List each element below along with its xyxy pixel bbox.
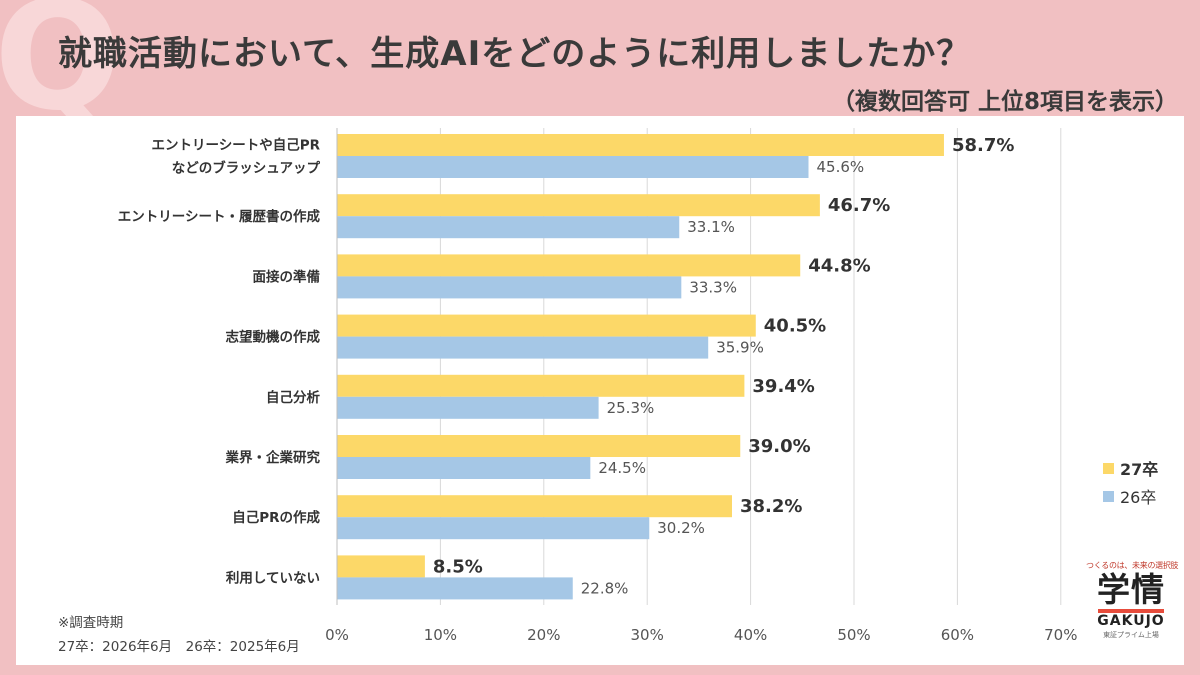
- bar-27: [337, 435, 741, 457]
- bar-27: [337, 254, 801, 277]
- bar-26: [337, 517, 650, 540]
- bar-27: [337, 555, 425, 578]
- bar-26: [337, 457, 591, 479]
- legend: 27卒 26卒: [1103, 454, 1158, 510]
- data-label-26: 22.8%: [581, 579, 629, 597]
- legend-item-27: 27卒: [1103, 454, 1158, 482]
- data-label-27: 8.5%: [433, 556, 483, 577]
- chart-subtitle: （複数回答可 上位8項目を表示）: [831, 89, 1178, 115]
- category-label: などのブラッシュアップ: [172, 160, 321, 177]
- category-label: 自己PRの作成: [232, 509, 320, 526]
- footnote-line-1: ※調査時期: [58, 615, 124, 631]
- bar-chart: 0% 10% 20% 30% 40% 50% 60% 70% エントリーシートや自己PR などのブ…: [118, 128, 1077, 644]
- data-label-27: 39.0%: [748, 436, 810, 457]
- data-label-26: 24.5%: [598, 459, 646, 477]
- data-label-27: 46.7%: [828, 195, 890, 216]
- logo-subtitle: 東証プライム上場: [1103, 631, 1159, 639]
- bar-26: [337, 396, 599, 419]
- data-label-27: 44.8%: [808, 255, 870, 276]
- category-label: 面接の準備: [253, 268, 321, 285]
- gakujo-logo: つくるのは、未来の選択肢 学情 GAKUJO 東証プライム上場: [1086, 560, 1179, 640]
- x-tick-label: 0%: [325, 626, 349, 644]
- legend-swatch-26: [1103, 490, 1114, 502]
- category-label: 利用していない: [226, 569, 320, 586]
- x-tick-label: 50%: [837, 626, 870, 644]
- legend-label-26: 26卒: [1120, 488, 1157, 507]
- data-label-26: 25.3%: [607, 399, 655, 417]
- data-label-26: 35.9%: [716, 339, 764, 357]
- legend-label-27: 27卒: [1120, 460, 1159, 479]
- category-label: 自己分析: [266, 389, 320, 406]
- logo-wordmark: GAKUJO: [1097, 613, 1165, 629]
- q-watermark: Q: [0, 0, 122, 144]
- bar-26: [337, 577, 573, 600]
- bar-27: [337, 495, 732, 518]
- bar-26: [337, 336, 709, 359]
- bar-26: [337, 276, 682, 299]
- footnote-line-2: 27卒：2026年6月 26卒：2025年6月: [58, 639, 300, 655]
- data-label-26: 30.2%: [657, 519, 705, 537]
- chart-title: 就職活動において、生成AIをどのように利用しましたか？: [58, 34, 972, 74]
- data-label-27: 39.4%: [752, 376, 814, 397]
- bar-27: [337, 374, 745, 397]
- bar-27: [337, 134, 944, 156]
- bar-27: [337, 194, 820, 217]
- x-tick-label: 10%: [424, 626, 457, 644]
- bar-26: [337, 216, 680, 239]
- chart-panel: 0% 10% 20% 30% 40% 50% 60% 70% エントリーシートや自己PR などのブ…: [16, 116, 1184, 665]
- logo-kanji: 学情: [1097, 570, 1165, 609]
- x-tick-label: 20%: [527, 626, 560, 644]
- bar-27: [337, 314, 756, 337]
- data-label-26: 33.1%: [687, 218, 735, 236]
- data-label-27: 38.2%: [740, 496, 802, 517]
- category-label: エントリーシート・履歴書の作成: [118, 208, 321, 225]
- category-label: 志望動機の作成: [226, 329, 321, 346]
- data-label-27: 58.7%: [952, 135, 1014, 156]
- logo-tagline: つくるのは、未来の選択肢: [1086, 561, 1179, 570]
- category-label: 業界・企業研究: [225, 449, 321, 466]
- bar-26: [337, 156, 809, 178]
- x-tick-label: 70%: [1044, 626, 1077, 644]
- legend-item-26: 26卒: [1103, 482, 1158, 510]
- legend-swatch-27: [1103, 462, 1114, 474]
- x-tick-label: 40%: [734, 626, 767, 644]
- survey-period-note: ※調査時期 27卒：2026年6月 26卒：2025年6月: [58, 611, 300, 659]
- data-label-26: 45.6%: [817, 158, 865, 176]
- data-label-26: 33.3%: [689, 278, 737, 296]
- data-label-27: 40.5%: [764, 316, 826, 337]
- category-label: エントリーシートや自己PR: [151, 137, 320, 154]
- x-tick-label: 60%: [941, 626, 974, 644]
- x-tick-label: 30%: [631, 626, 664, 644]
- logo-bar: [1098, 609, 1164, 613]
